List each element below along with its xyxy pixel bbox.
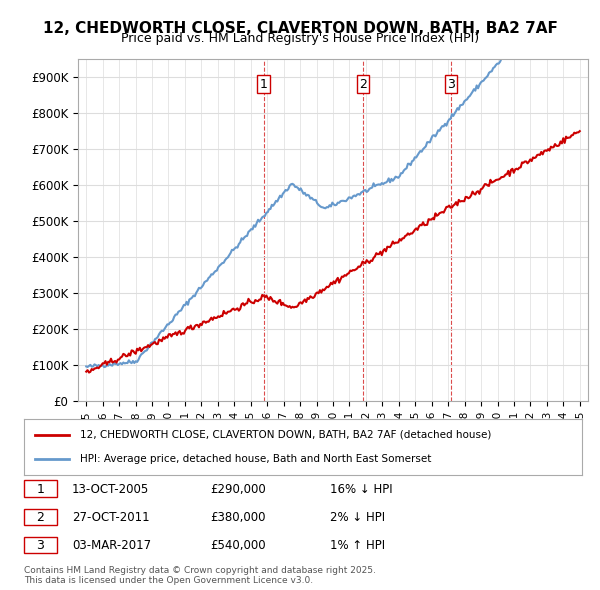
Text: 2: 2 xyxy=(359,78,367,91)
Text: 03-MAR-2017: 03-MAR-2017 xyxy=(72,539,151,552)
Text: 1% ↑ HPI: 1% ↑ HPI xyxy=(330,539,385,552)
Text: £290,000: £290,000 xyxy=(210,483,266,496)
Text: £380,000: £380,000 xyxy=(210,511,265,524)
Text: 2% ↓ HPI: 2% ↓ HPI xyxy=(330,511,385,524)
Text: 2: 2 xyxy=(36,511,44,524)
Text: £540,000: £540,000 xyxy=(210,539,266,552)
Text: Price paid vs. HM Land Registry's House Price Index (HPI): Price paid vs. HM Land Registry's House … xyxy=(121,32,479,45)
Text: 3: 3 xyxy=(36,539,44,552)
Text: 12, CHEDWORTH CLOSE, CLAVERTON DOWN, BATH, BA2 7AF: 12, CHEDWORTH CLOSE, CLAVERTON DOWN, BAT… xyxy=(43,21,557,35)
Text: 16% ↓ HPI: 16% ↓ HPI xyxy=(330,483,392,496)
Text: 3: 3 xyxy=(447,78,455,91)
Text: 1: 1 xyxy=(260,78,268,91)
Text: 13-OCT-2005: 13-OCT-2005 xyxy=(72,483,149,496)
Text: Contains HM Land Registry data © Crown copyright and database right 2025.
This d: Contains HM Land Registry data © Crown c… xyxy=(24,566,376,585)
Text: 27-OCT-2011: 27-OCT-2011 xyxy=(72,511,149,524)
Text: HPI: Average price, detached house, Bath and North East Somerset: HPI: Average price, detached house, Bath… xyxy=(80,454,431,464)
Text: 12, CHEDWORTH CLOSE, CLAVERTON DOWN, BATH, BA2 7AF (detached house): 12, CHEDWORTH CLOSE, CLAVERTON DOWN, BAT… xyxy=(80,430,491,440)
Text: 1: 1 xyxy=(36,483,44,496)
